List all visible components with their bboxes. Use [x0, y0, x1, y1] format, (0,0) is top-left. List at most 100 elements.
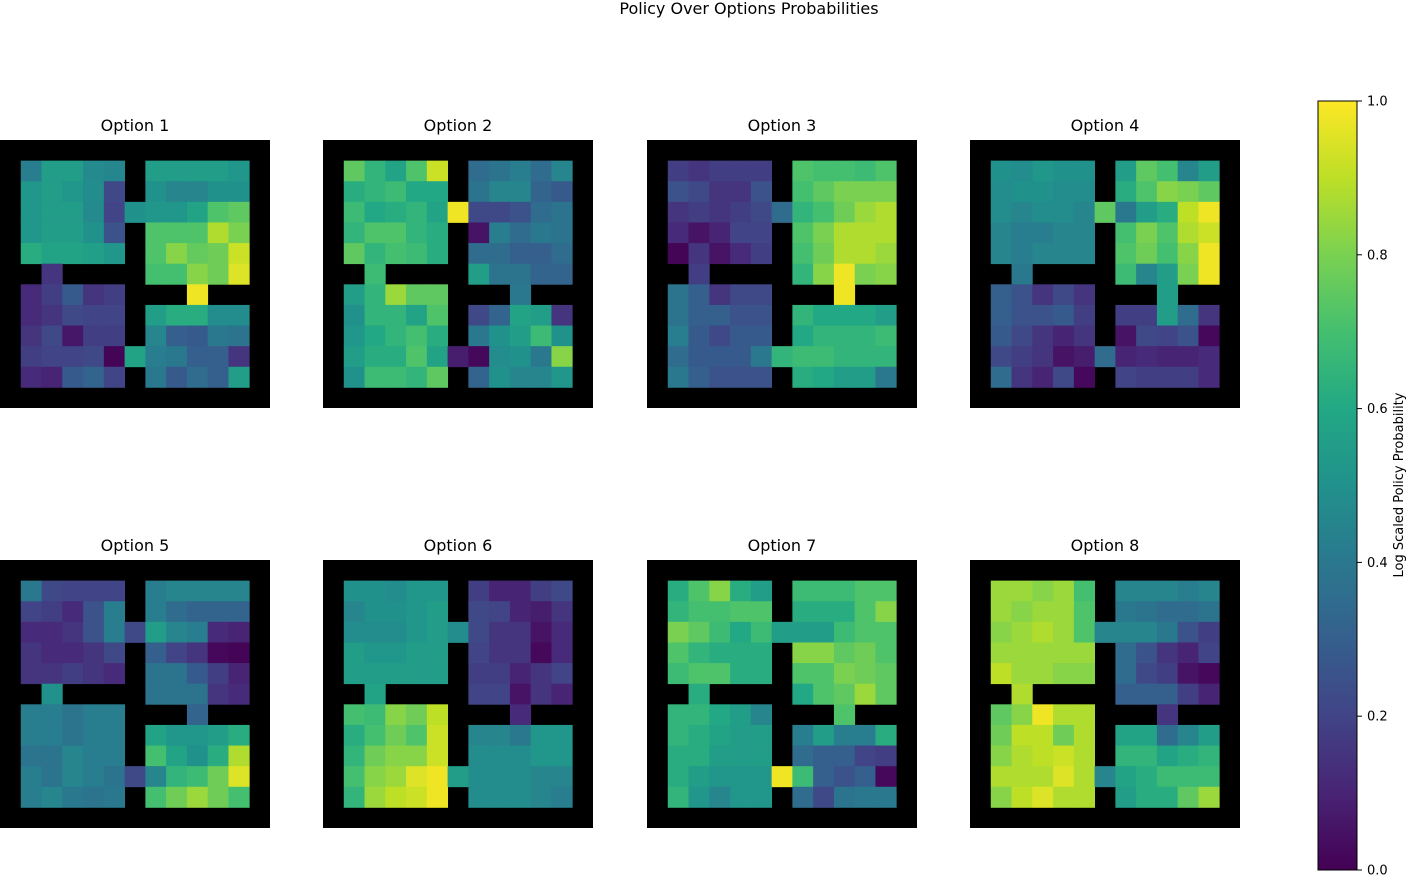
heatmap-cell — [186, 284, 209, 306]
heatmap-cell — [426, 621, 449, 643]
heatmap-cell — [103, 346, 126, 368]
heatmap-cell — [1032, 346, 1054, 368]
heatmap-cell — [1156, 284, 1179, 306]
heatmap-cell — [364, 263, 386, 285]
heatmap-cell — [364, 621, 386, 643]
heatmap-cell — [406, 325, 428, 347]
heatmap-cell — [1156, 601, 1179, 623]
heatmap-cell — [688, 222, 710, 244]
heatmap-cell — [468, 601, 490, 623]
heatmap-cell — [530, 201, 552, 223]
heatmap-cell — [509, 642, 532, 664]
heatmap-cell — [385, 724, 407, 746]
heatmap-cell — [792, 201, 814, 223]
heatmap-cell — [1177, 724, 1199, 746]
heatmap-cell — [813, 243, 835, 265]
heatmap-cell — [1177, 263, 1199, 285]
heatmap-cell — [186, 243, 209, 265]
heatmap-cell — [406, 724, 428, 746]
heatmap-cell — [1156, 663, 1179, 685]
heatmap-cell — [207, 724, 229, 746]
heatmap-cell — [166, 160, 188, 182]
heatmap-cell — [530, 366, 552, 388]
heatmap-cell — [1136, 263, 1158, 285]
heatmap-cell — [83, 601, 105, 623]
heatmap-cell — [426, 222, 449, 244]
heatmap-cell — [750, 704, 773, 726]
heatmap-cell — [145, 346, 167, 368]
heatmap-cell — [1177, 304, 1199, 326]
panel-option-8: Option 8 — [970, 536, 1240, 828]
heatmap-cell — [406, 745, 428, 767]
heatmap-cell — [385, 243, 407, 265]
heatmap-cell — [509, 263, 532, 285]
heatmap-cell — [385, 325, 407, 347]
heatmap-cell — [875, 304, 897, 326]
heatmap-cell — [1011, 745, 1033, 767]
heatmap-cell — [207, 786, 229, 808]
heatmap-cell — [509, 786, 532, 808]
heatmap-cell — [385, 201, 407, 223]
heatmap-cell — [1115, 181, 1137, 203]
heatmap-cell — [103, 766, 126, 788]
heatmap-cell — [709, 284, 731, 306]
heatmap-cell — [1053, 304, 1075, 326]
heatmap-cell — [385, 580, 407, 602]
heatmap-cell — [813, 263, 835, 285]
heatmap-cell — [489, 304, 511, 326]
heatmap-cell — [426, 325, 449, 347]
heatmap-cell — [385, 621, 407, 643]
heatmap-cell — [489, 786, 511, 808]
heatmap-cell — [41, 243, 63, 265]
heatmap-cell — [750, 642, 773, 664]
heatmap-cell — [1156, 325, 1179, 347]
heatmap-cell — [875, 580, 897, 602]
heatmap-cell — [166, 601, 188, 623]
heatmap-cell — [364, 346, 386, 368]
heatmap-cell — [1053, 724, 1075, 746]
heatmap-cell — [792, 222, 814, 244]
heatmap-cell — [771, 201, 793, 223]
heatmap-cell — [228, 366, 250, 388]
heatmap-cell — [551, 201, 573, 223]
heatmap-cell — [833, 201, 856, 223]
heatmap-cell — [990, 704, 1012, 726]
heatmap-cell — [1011, 683, 1033, 705]
heatmap-cell — [468, 786, 490, 808]
heatmap-cell — [551, 304, 573, 326]
heatmap-cell — [41, 160, 63, 182]
heatmap-cell — [385, 160, 407, 182]
heatmap-cell — [509, 304, 532, 326]
heatmap-cell — [530, 601, 552, 623]
heatmap-cell — [228, 745, 250, 767]
heatmap-cell — [1177, 181, 1199, 203]
heatmap-cell — [1032, 704, 1054, 726]
heatmap-cell — [83, 243, 105, 265]
heatmap-cell — [1053, 580, 1075, 602]
heatmap-cell — [813, 366, 835, 388]
heatmap-cell — [1032, 663, 1054, 685]
heatmap-cell — [343, 663, 365, 685]
heatmap-cell — [343, 366, 365, 388]
heatmap-cell — [489, 222, 511, 244]
heatmap-cell — [833, 284, 856, 306]
heatmap-cell — [509, 621, 532, 643]
heatmap-cell — [62, 601, 84, 623]
heatmap-cell — [875, 160, 897, 182]
heatmap-cell — [186, 325, 209, 347]
heatmap-cell — [1198, 580, 1220, 602]
heatmap-cell — [750, 243, 773, 265]
heatmap-cell — [83, 284, 105, 306]
heatmap-cell — [667, 284, 689, 306]
heatmap-cell — [1032, 601, 1054, 623]
heatmap-cell — [750, 160, 773, 182]
heatmap-cell — [509, 663, 532, 685]
heatmap-cell — [406, 621, 428, 643]
heatmap-cell — [833, 745, 856, 767]
heatmap-cell — [730, 745, 752, 767]
panel-title: Option 1 — [101, 116, 170, 135]
heatmap-cell — [990, 724, 1012, 746]
heatmap-cell — [83, 201, 105, 223]
heatmap-cell — [20, 786, 42, 808]
heatmap-cell — [833, 160, 856, 182]
